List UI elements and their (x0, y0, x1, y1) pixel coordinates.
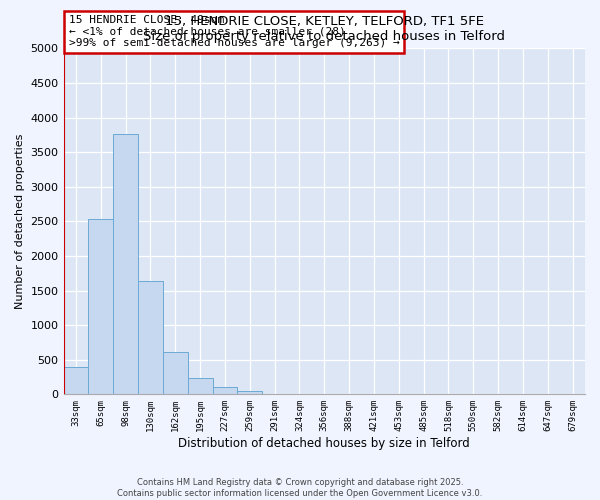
Bar (163, 352, 188, 395)
X-axis label: Distribution of detached houses by size in Telford: Distribution of detached houses by size … (178, 437, 470, 450)
Bar (188, 378, 212, 394)
Text: Contains HM Land Registry data © Crown copyright and database right 2025.
Contai: Contains HM Land Registry data © Crown c… (118, 478, 482, 498)
Title: 15, HENDRIE CLOSE, KETLEY, TELFORD, TF1 5FE
Size of property relative to detache: 15, HENDRIE CLOSE, KETLEY, TELFORD, TF1 … (143, 15, 505, 43)
Text: 15 HENDRIE CLOSE: 49sqm
← <1% of detached houses are smaller (28)
>99% of semi-d: 15 HENDRIE CLOSE: 49sqm ← <1% of detache… (69, 15, 400, 48)
Bar (138, 281, 163, 394)
Bar (88, 218, 113, 394)
Bar (64, 368, 88, 394)
Y-axis label: Number of detached properties: Number of detached properties (15, 134, 25, 309)
Bar (113, 134, 138, 394)
Bar (238, 390, 262, 394)
Bar (212, 387, 238, 394)
